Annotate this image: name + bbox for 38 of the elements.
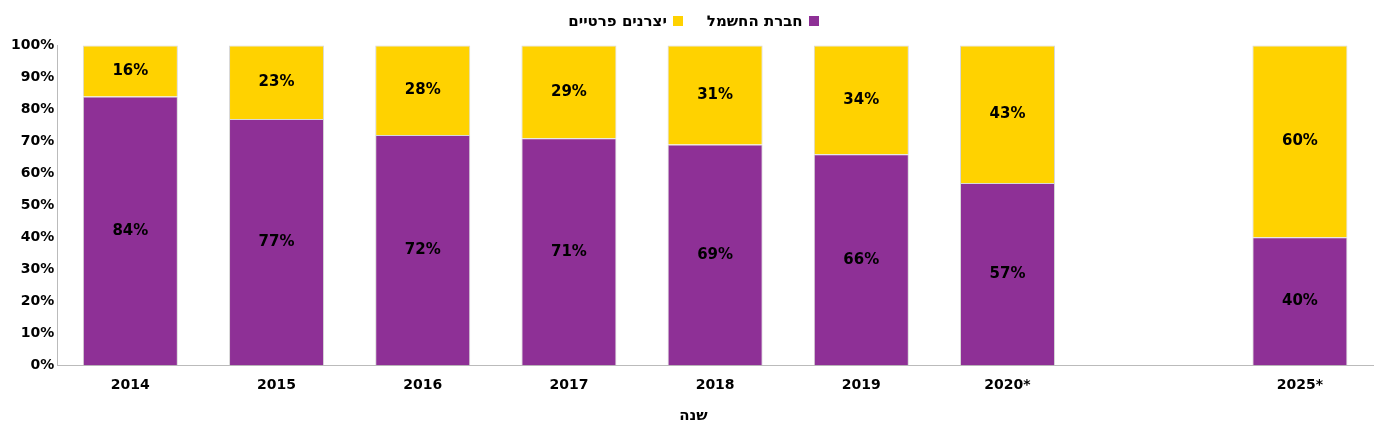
x-tick-label: 2025* [1276,376,1324,393]
y-tick-label: 80% [20,100,55,116]
data-label: 16% [112,60,149,79]
y-tick-label: 20% [20,291,55,308]
x-tick-label: 2015 [257,376,297,393]
legend-label: יצרנים פרטיים [568,12,667,30]
x-tick-label: 2018 [695,376,735,393]
x-tick-label: 2016 [403,376,443,393]
y-tick-label: 70% [20,131,55,148]
y-tick-label: 30% [20,259,55,276]
data-label: 69% [697,244,734,263]
data-label: 28% [404,80,441,99]
y-tick-label: 90% [20,68,55,85]
x-tick-label: 2020* [984,376,1032,393]
data-label: 57% [989,263,1026,282]
data-label: 43% [989,104,1026,123]
y-tick-label: 40% [20,227,55,244]
data-label: 72% [404,239,441,258]
y-tick-label: 10% [20,323,55,340]
data-label: 84% [112,220,149,239]
data-label: 29% [550,81,587,100]
data-label: 23% [258,72,295,91]
data-label: 77% [258,231,295,250]
y-tick-label: 0% [30,355,55,372]
y-tick-label: 50% [20,195,55,212]
data-label: 71% [550,241,587,260]
legend-label: חברת החשמל [706,12,803,30]
x-tick-label: 2014 [110,376,151,393]
x-axis-title: שנה [678,406,709,426]
x-tick-label: 2017 [549,376,589,393]
data-label: 66% [843,249,880,268]
y-tick-label: 60% [20,163,55,180]
data-label: 60% [1281,131,1318,150]
data-label: 31% [697,84,734,103]
data-label: 34% [843,89,880,108]
y-tick-label: 100% [10,36,55,53]
x-tick-label: 2019 [841,376,881,393]
data-label: 40% [1281,291,1318,310]
